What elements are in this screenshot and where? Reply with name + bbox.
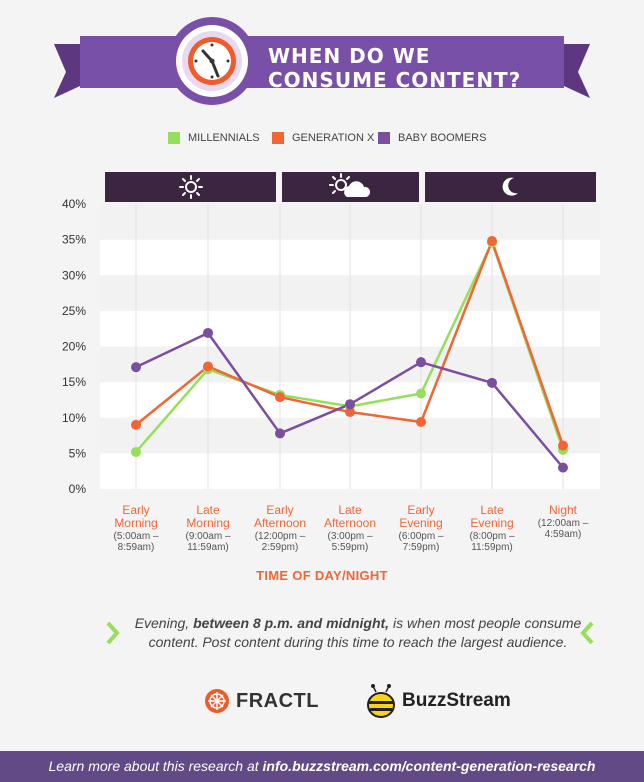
x-tick-label: Late Morning (9:00am – 11:59am) — [173, 503, 243, 554]
y-tick-label: 5% — [69, 446, 87, 460]
x-tick-label: Late Evening (8:00pm – 11:59pm) — [457, 503, 527, 554]
data-point — [487, 236, 497, 247]
x-tick-range: (12:00am – 4:59am) — [537, 518, 589, 540]
x-axis-title: TIME OF DAY/NIGHT — [256, 568, 388, 583]
moon-icon — [502, 177, 518, 196]
legend-swatch — [168, 132, 180, 144]
page-title: WHEN DO WE CONSUME CONTENT? — [268, 44, 522, 92]
line-chart: 0% 5% 10% 15% 20% 25% 30% 35% 40% — [62, 197, 600, 496]
chevron-right-icon — [106, 621, 120, 645]
y-tick-label: 25% — [62, 304, 86, 318]
x-tick-range: (3:00pm – 5:59pm) — [327, 531, 373, 553]
chevron-left-icon — [580, 621, 594, 645]
footer: Learn more about this research at info.b… — [0, 751, 644, 782]
fractl-icon — [205, 689, 229, 713]
data-point — [203, 327, 213, 338]
period-bar-afternoon — [282, 172, 419, 202]
x-tick-range: (6:00pm – 7:59pm) — [398, 531, 444, 553]
data-point — [275, 428, 285, 439]
legend-item-baby-boomers: BABY BOOMERS — [378, 132, 486, 144]
x-tick-range: (5:00am – 8:59am) — [113, 531, 159, 553]
data-point — [131, 419, 141, 430]
x-tick-range: (12:00pm – 2:59pm) — [254, 531, 306, 553]
x-tick-range: (8:00pm – 11:59pm) — [469, 531, 515, 553]
data-point — [345, 407, 355, 418]
x-tick-category: Early Afternoon — [253, 503, 307, 530]
data-point — [275, 392, 285, 403]
x-tick-label: Night (12:00am – 4:59am) — [528, 503, 598, 541]
period-bar-night — [425, 172, 596, 202]
data-point — [487, 377, 497, 388]
data-point — [131, 362, 141, 373]
data-point — [558, 440, 568, 451]
x-tick-category: Late Evening — [470, 503, 514, 530]
data-point — [416, 417, 426, 428]
chart-legend: MILLENNIALS GENERATION X BABY BOOMERS — [0, 132, 644, 152]
period-bar-morning — [105, 172, 276, 202]
data-point — [416, 357, 426, 368]
legend-label: MILLENNIALS — [188, 132, 260, 144]
bee-icon — [367, 684, 395, 718]
x-tick-category: Early Morning — [114, 503, 158, 530]
data-point — [345, 399, 355, 410]
clock-icon — [168, 17, 256, 105]
legend-item-millennials: MILLENNIALS — [168, 132, 260, 144]
footer-link[interactable]: info.buzzstream.com/content-generation-r… — [262, 758, 596, 774]
x-tick-category: Night — [548, 503, 577, 517]
data-point — [203, 361, 213, 372]
y-tick-label: 15% — [62, 375, 86, 389]
legend-swatch — [272, 132, 284, 144]
callout-part2: is when most people consume content. Pos… — [148, 615, 582, 650]
y-tick-label: 30% — [62, 268, 86, 282]
sun-cloud-icon — [328, 173, 370, 197]
callout-text: Evening, between 8 p.m. and midnight, is… — [128, 614, 588, 652]
x-tick-category: Early Evening — [399, 503, 443, 530]
x-tick-range: (9:00am – 11:59am) — [185, 531, 231, 553]
sun-icon — [178, 175, 203, 199]
callout-bold: between 8 p.m. and midnight, — [193, 615, 390, 631]
fractl-logo-text: FRACTL — [236, 689, 319, 712]
y-tick-label: 35% — [62, 233, 86, 247]
x-tick-label: Early Afternoon (12:00pm – 2:59pm) — [245, 503, 315, 554]
footer-prefix: Learn more about this research at — [48, 758, 263, 774]
x-tick-category: Late Afternoon — [323, 503, 377, 530]
x-tick-label: Early Morning (5:00am – 8:59am) — [101, 503, 171, 554]
legend-label: BABY BOOMERS — [398, 132, 487, 144]
data-point — [416, 388, 426, 399]
x-tick-label: Early Evening (6:00pm – 7:59pm) — [386, 503, 456, 554]
header-banner — [54, 17, 590, 105]
data-point — [558, 462, 568, 473]
x-tick-label: Late Afternoon (3:00pm – 5:59pm) — [315, 503, 385, 554]
x-tick-category: Late Morning — [186, 503, 230, 530]
legend-swatch — [378, 132, 390, 144]
y-tick-label: 10% — [62, 411, 86, 425]
y-tick-label: 20% — [62, 340, 86, 354]
callout-part1: Evening, — [134, 615, 194, 631]
y-tick-label: 0% — [69, 482, 87, 496]
fractl-logo: FRACTL — [204, 688, 319, 714]
y-tick-label: 40% — [62, 197, 86, 211]
buzzstream-logo-text: BuzzStream — [402, 690, 511, 711]
data-point — [131, 446, 141, 457]
legend-item-generation-x: GENERATION X — [272, 132, 374, 144]
legend-label: GENERATION X — [292, 132, 375, 144]
buzzstream-logo: BuzzStream — [366, 684, 511, 718]
